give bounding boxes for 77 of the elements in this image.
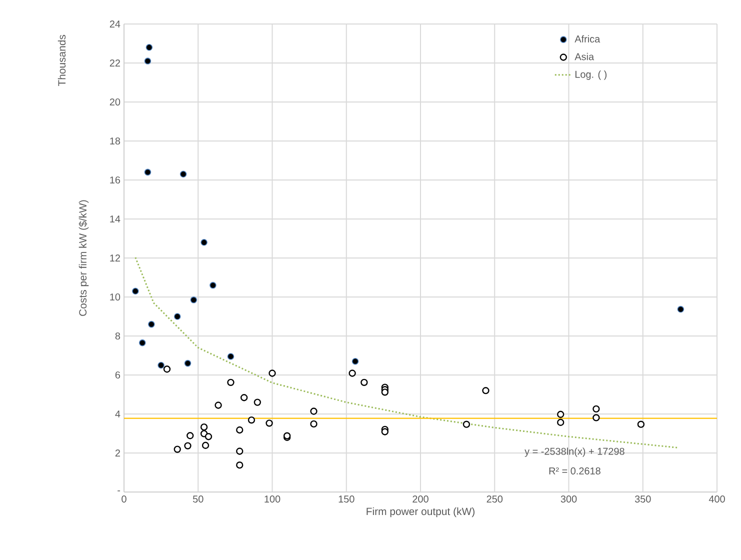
point: [310, 420, 318, 428]
point: [352, 358, 359, 365]
x-tick-label: 300: [560, 496, 577, 503]
point: [163, 366, 171, 373]
point: [348, 370, 356, 377]
point: [174, 313, 181, 320]
point: [557, 410, 564, 418]
point: [210, 282, 216, 289]
point: [236, 448, 244, 455]
point: [240, 394, 248, 402]
point: [138, 339, 146, 346]
point: [236, 426, 244, 434]
y-tick-label: 16: [110, 176, 120, 184]
point: [462, 420, 470, 428]
point: [227, 378, 234, 386]
y-tick-label: 10: [110, 293, 120, 301]
point: [266, 420, 273, 427]
point: [227, 353, 234, 360]
point: [248, 416, 256, 424]
x-tick-label: 250: [486, 496, 503, 503]
point: [637, 420, 645, 428]
point: [190, 296, 198, 304]
point: [204, 433, 212, 440]
x-tick-label: 0: [122, 496, 126, 503]
point: [158, 362, 164, 369]
point: [592, 405, 600, 413]
point: [236, 462, 244, 469]
y-tick-label: 6: [115, 371, 120, 379]
point: [144, 58, 152, 64]
point: [202, 442, 210, 449]
point: [557, 418, 564, 426]
x-tick-label: 150: [338, 496, 354, 503]
legend-label: Asia: [574, 52, 594, 60]
y-tick-label: 2: [115, 450, 120, 456]
y-tick-label: 20: [110, 98, 120, 106]
y-tick-label: 24: [110, 20, 120, 28]
legend-label: Log. ( ): [575, 70, 607, 80]
text: Thousands: [58, 34, 66, 86]
x-axis-title: Firm power output (kW): [366, 507, 474, 518]
y-tick-label: 14: [110, 216, 120, 222]
point: [200, 423, 208, 431]
point: [381, 428, 389, 436]
point: [186, 432, 194, 440]
x-tick-label: 100: [264, 496, 280, 503]
y-tick-label: 18: [110, 137, 120, 145]
x-tick-label: 200: [412, 496, 428, 503]
point: [148, 320, 155, 328]
point: [184, 360, 192, 367]
line-series: [134, 256, 680, 448]
point: [268, 370, 276, 377]
legend-label: Africa: [574, 35, 600, 43]
point: [132, 288, 139, 295]
x-tick-label: 400: [708, 496, 725, 503]
y-axis-title: Costs per firm kW ($/kW): [78, 200, 89, 316]
point: [180, 170, 187, 178]
y-tick-label: 12: [110, 254, 120, 262]
point: [677, 306, 684, 313]
x-tick-label: 350: [634, 496, 651, 503]
point: [144, 168, 152, 176]
y-tick-label: 22: [110, 60, 120, 66]
y-tick-label: 8: [115, 332, 120, 340]
point: [184, 442, 192, 450]
annotation: y = -2538ln(x) + 17298: [524, 448, 624, 457]
point: [310, 408, 318, 415]
y-tick-label: 4: [115, 410, 120, 418]
point: [381, 388, 389, 396]
point: [200, 239, 208, 246]
y-tick-label: -: [118, 490, 120, 492]
point: [214, 402, 222, 409]
point: [254, 398, 262, 406]
x-tick-label: 50: [192, 496, 204, 503]
point: [592, 414, 600, 422]
point: [174, 446, 181, 453]
point: [482, 387, 490, 394]
annotation: R² = 0.2618: [549, 467, 600, 474]
point: [146, 44, 153, 51]
point: [360, 378, 368, 386]
